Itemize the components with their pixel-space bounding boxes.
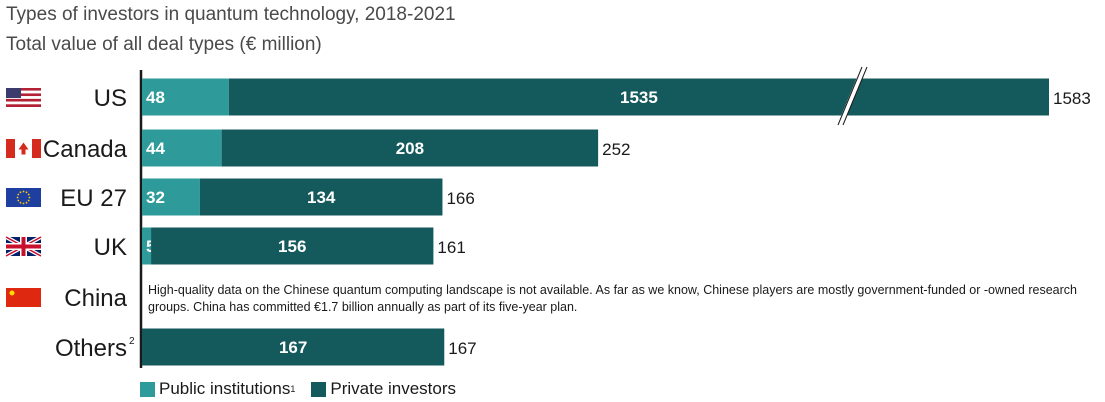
bar-public-eu-27 [142, 178, 200, 216]
bar-public-canada [142, 129, 222, 167]
legend-swatch-private [311, 381, 327, 397]
uk-flag-icon [5, 235, 42, 258]
bar-private-eu-27 [199, 178, 443, 216]
category-footnote-others: 2 [129, 336, 135, 347]
axis-break-line-2 [842, 66, 868, 126]
china-note: High-quality data on the Chinese quantum… [148, 283, 1077, 314]
category-label-others: Others [55, 335, 127, 362]
bar-public-uk [142, 227, 152, 265]
data-label-public-uk: 5 [146, 237, 155, 256]
legend-label-public: Public institutions [159, 379, 291, 398]
total-label-others: 167 [448, 339, 476, 358]
axis-break-gap [837, 66, 867, 126]
total-label-eu-27: 166 [446, 189, 474, 208]
bar-public-us [142, 78, 229, 116]
us-flag-icon [6, 88, 41, 107]
category-label-us: US [94, 85, 127, 112]
data-label-public-canada: 44 [146, 139, 165, 158]
category-label-china: China [64, 285, 127, 312]
data-label-private-others: 167 [279, 338, 307, 357]
china-flag-icon [6, 288, 41, 307]
legend-footnote-public: 1 [290, 384, 296, 394]
canada-flag-icon [6, 139, 41, 158]
legend-item-public: Public institutions 1 [140, 379, 295, 399]
data-label-private-canada: 208 [396, 139, 424, 158]
data-label-public-eu-27: 32 [146, 188, 165, 207]
data-label-private-eu-27: 134 [307, 188, 336, 207]
total-label-us: 1583 [1053, 89, 1091, 108]
category-label-canada: Canada [43, 136, 128, 163]
total-label-uk: 161 [437, 238, 465, 257]
chart-subtitle: Total value of all deal types (€ million… [6, 34, 322, 55]
chart-title: Types of investors in quantum technology… [6, 4, 456, 25]
legend-swatch-public [140, 381, 155, 397]
eu-flag-icon [6, 188, 41, 207]
bar-private-others [142, 328, 445, 366]
bar-private-us [228, 78, 1049, 116]
legend: Public institutions 1 Private investors [140, 379, 472, 399]
category-label-uk: UK [94, 234, 127, 261]
category-label-eu-27: EU 27 [60, 185, 127, 212]
data-label-private-us: 1535 [620, 88, 658, 107]
axis-break-line-1 [837, 66, 863, 126]
bar-private-uk [151, 227, 434, 265]
total-label-canada: 252 [602, 140, 630, 159]
data-label-private-uk: 156 [278, 237, 306, 256]
bar-private-canada [221, 129, 599, 167]
legend-label-private: Private investors [330, 379, 457, 398]
legend-item-private: Private investors [311, 379, 456, 399]
data-label-public-us: 48 [146, 88, 165, 107]
